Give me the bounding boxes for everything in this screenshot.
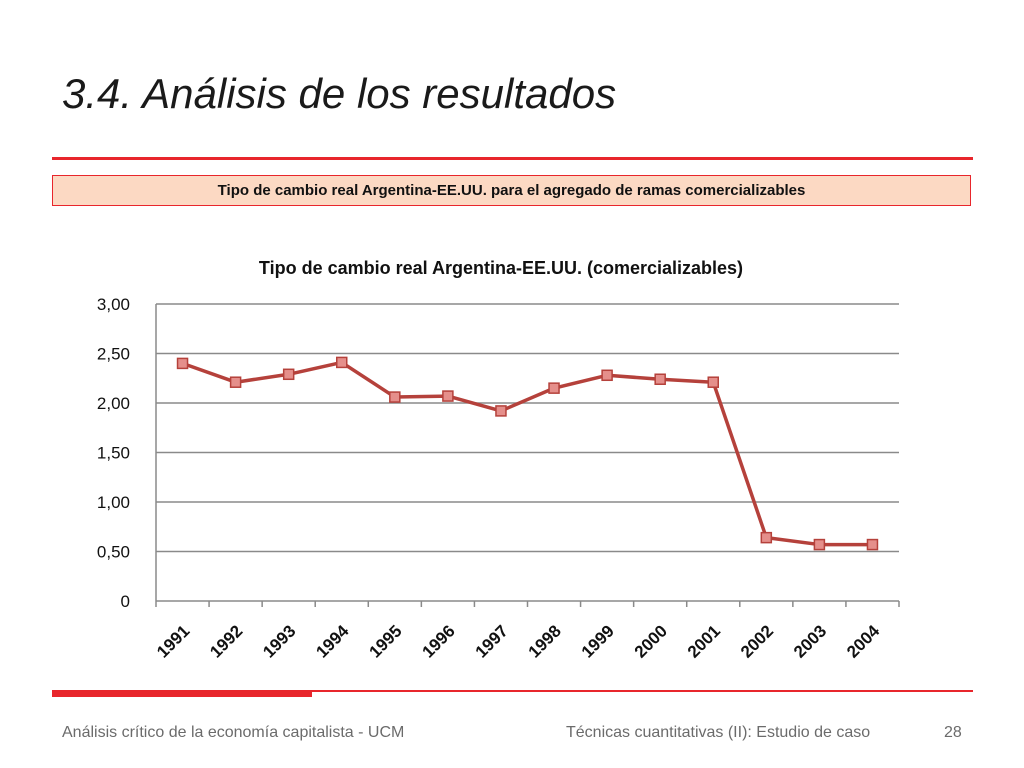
data-point: [548, 382, 560, 394]
data-point: [707, 376, 719, 388]
y-tick-label: 0: [121, 592, 130, 611]
page-number: 28: [944, 724, 962, 741]
data-point: [813, 538, 826, 551]
gridlines: [156, 303, 899, 553]
slide-title: 3.4. Análisis de los resultados: [62, 70, 617, 117]
x-tick-label: 1998: [525, 621, 565, 661]
data-point: [601, 369, 613, 382]
data-point: [495, 405, 507, 417]
series-line: [181, 360, 873, 547]
y-tick-label: 1,00: [97, 493, 130, 512]
y-tick-label: 1,50: [97, 444, 130, 463]
chart-title: Tipo de cambio real Argentina-EE.UU. (co…: [259, 258, 743, 278]
data-point: [282, 368, 295, 381]
x-tick-label: 2003: [790, 621, 830, 661]
y-tick-label: 2,00: [97, 394, 130, 413]
data-point: [760, 531, 773, 544]
x-tick-label: 1994: [312, 621, 353, 662]
x-tick-label: 2001: [684, 621, 724, 661]
y-tick-label: 0,50: [97, 543, 130, 562]
data-point: [229, 376, 242, 388]
y-tick-labels: 0 0,50 1,00 1,50 2,00 2,50 3,00: [97, 295, 130, 611]
x-tick-label: 2000: [631, 621, 671, 661]
x-tick-label: 1993: [259, 621, 299, 661]
x-tick-label: 1995: [365, 621, 405, 661]
footer-subject: Técnicas cuantitativas (II): Estudio de …: [566, 724, 871, 741]
footer-course: Análisis crítico de la economía capitali…: [62, 724, 405, 741]
x-tick-label: 1992: [206, 621, 246, 661]
y-tick-label: 2,50: [97, 345, 130, 364]
data-point: [389, 391, 401, 403]
x-tick-label: 2002: [737, 621, 777, 661]
footer-accent-bar: [52, 692, 312, 697]
title-divider: [52, 157, 973, 160]
y-tick-label: 3,00: [97, 295, 130, 314]
data-point: [866, 538, 879, 551]
x-tick-label: 2004: [843, 621, 884, 662]
x-tick-label: 1997: [472, 621, 512, 661]
x-tick-label: 1991: [153, 621, 193, 661]
series-layer: [176, 356, 879, 551]
data-point: [442, 390, 454, 402]
x-tick-label: 1999: [578, 621, 618, 661]
x-tick-labels: 1991 1992 1993 1994 1995 1996 1997 1998 1999 2000…: [153, 621, 883, 662]
data-point: [176, 357, 189, 370]
data-point: [336, 356, 348, 369]
x-tick-label: 1996: [419, 621, 459, 661]
footer-divider: [52, 690, 973, 692]
axes: [155, 304, 900, 607]
chart-caption: Tipo de cambio real Argentina-EE.UU. par…: [52, 175, 971, 206]
data-point: [654, 373, 666, 385]
